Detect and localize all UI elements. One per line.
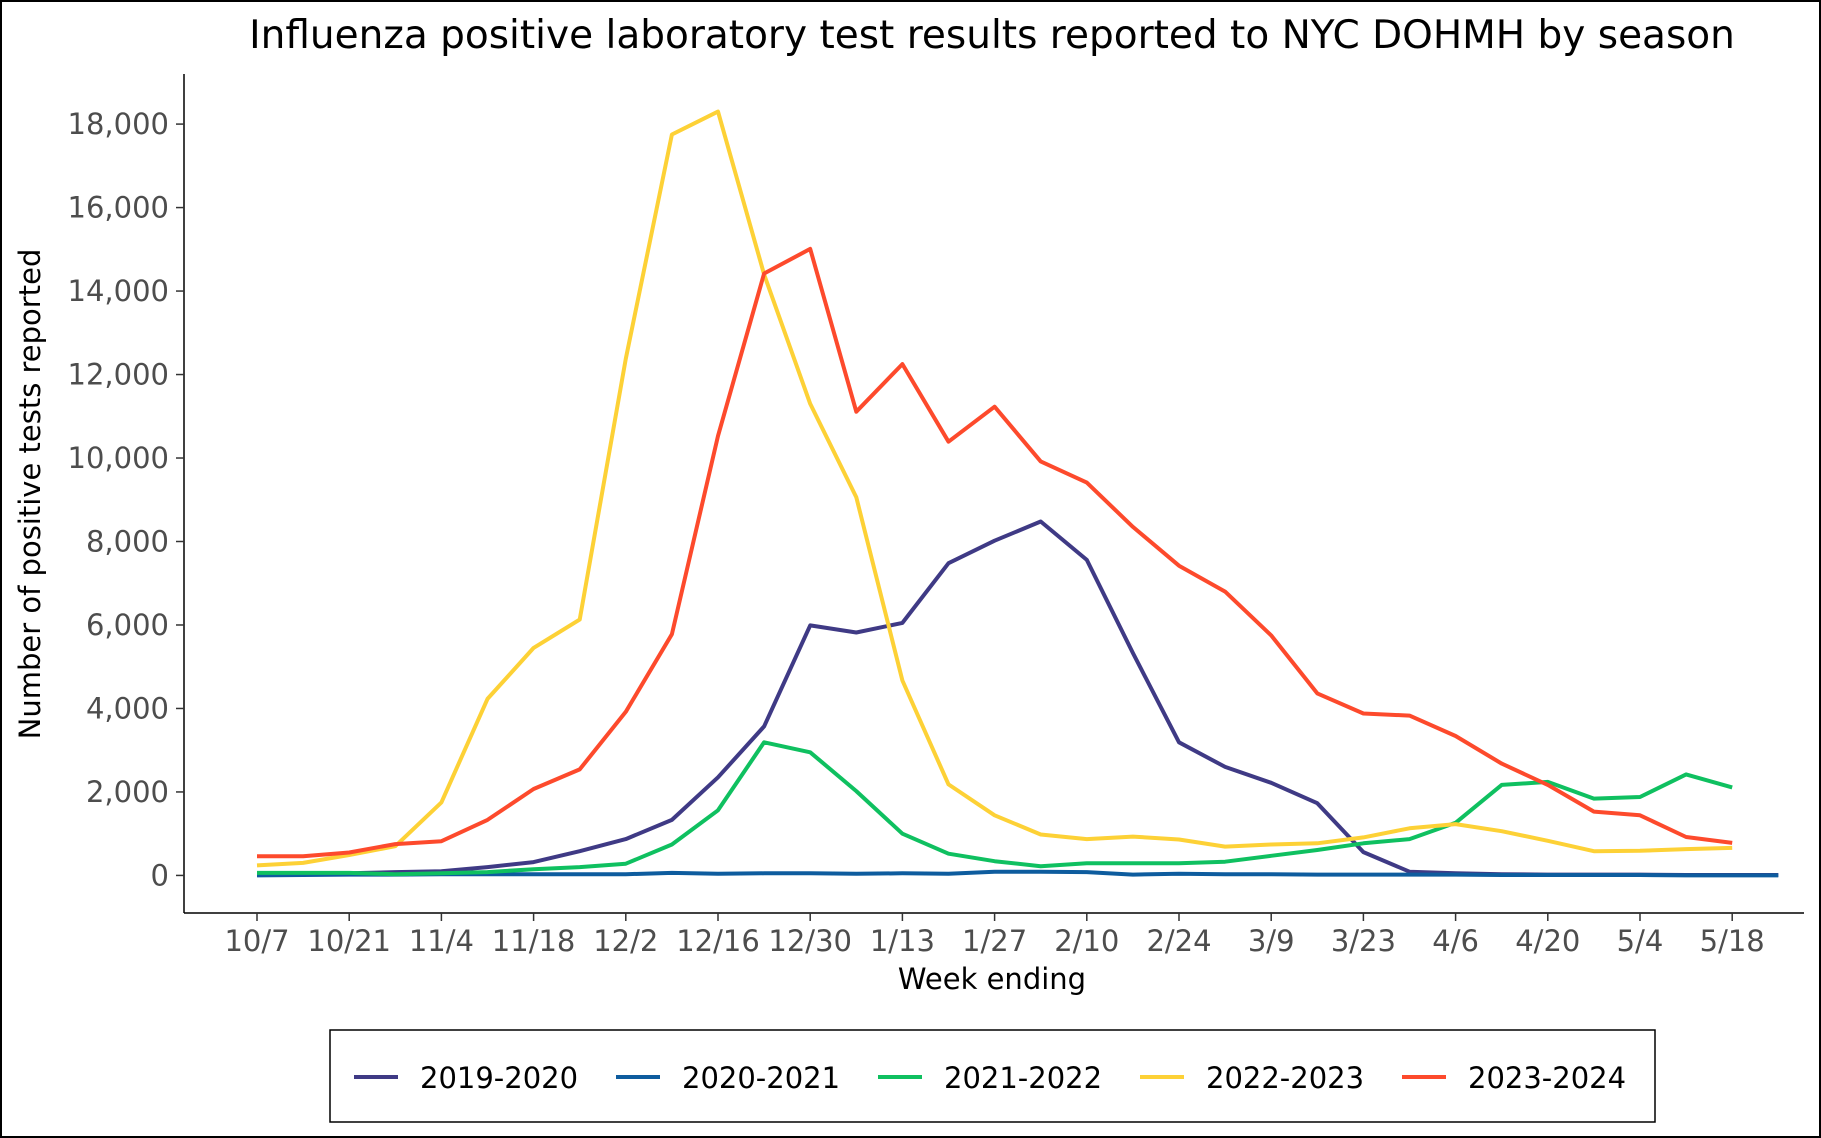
x-axis: 10/7 10/21 11/4 11/18 12/2 12/16 12/30 1/13 1/27… [184, 912, 1804, 958]
y-axis: 0 2,000 4,000 6,000 8,000 10,000 12,000 14,000 1… [68, 74, 185, 913]
x-tick-label: 12/16 [676, 924, 760, 958]
legend-label: 2019-2020 [420, 1061, 578, 1095]
series-line-2023-2024 [257, 246, 1733, 859]
chart-title: Influenza positive laboratory test resul… [249, 13, 1735, 58]
legend: 2019-2020 2020-2021 2021-2022 2022-2023 2023… [329, 1029, 1656, 1123]
series-lines [256, 109, 1779, 878]
legend-label: 2022-2023 [1206, 1061, 1364, 1095]
x-tick-label: 3/9 [1248, 924, 1295, 958]
x-tick-label: 1/27 [962, 924, 1027, 958]
y-tick-label: 0 [151, 858, 169, 892]
y-tick-label: 14,000 [68, 274, 169, 308]
series-line-2022-2023 [256, 109, 1733, 868]
legend-label: 2021-2022 [944, 1061, 1102, 1095]
x-tick-label: 2/10 [1054, 924, 1119, 958]
y-tick-label: 10,000 [68, 441, 169, 475]
x-axis-title: Week ending [898, 962, 1086, 996]
series-line-2021-2022 [257, 740, 1733, 877]
legend-label: 2020-2021 [682, 1061, 840, 1095]
y-tick-label: 18,000 [68, 107, 169, 141]
x-tick-label: 10/7 [224, 924, 289, 958]
x-tick-label: 3/23 [1331, 924, 1396, 958]
x-tick-label: 5/4 [1617, 924, 1664, 958]
x-tick-label: 1/13 [870, 924, 935, 958]
y-tick-label: 16,000 [68, 191, 169, 225]
x-tick-label: 12/2 [593, 924, 658, 958]
x-tick-label: 12/30 [768, 924, 852, 958]
x-tick-label: 2/24 [1146, 924, 1211, 958]
x-tick-label: 11/4 [409, 924, 474, 958]
x-tick-label: 4/6 [1432, 924, 1479, 958]
series-line-2020-2021 [256, 869, 1779, 878]
x-tick-label: 5/18 [1700, 924, 1765, 958]
y-tick-label: 4,000 [86, 691, 169, 725]
x-tick-label: 11/18 [492, 924, 576, 958]
y-tick-label: 6,000 [86, 608, 169, 642]
legend-label: 2023-2024 [1468, 1061, 1626, 1095]
y-tick-label: 8,000 [86, 525, 169, 559]
y-tick-label: 2,000 [86, 775, 169, 809]
x-tick-label: 10/21 [307, 924, 391, 958]
x-tick-label: 4/20 [1515, 924, 1580, 958]
y-axis-title: Number of positive tests reported [13, 249, 47, 740]
y-tick-label: 12,000 [68, 358, 169, 392]
